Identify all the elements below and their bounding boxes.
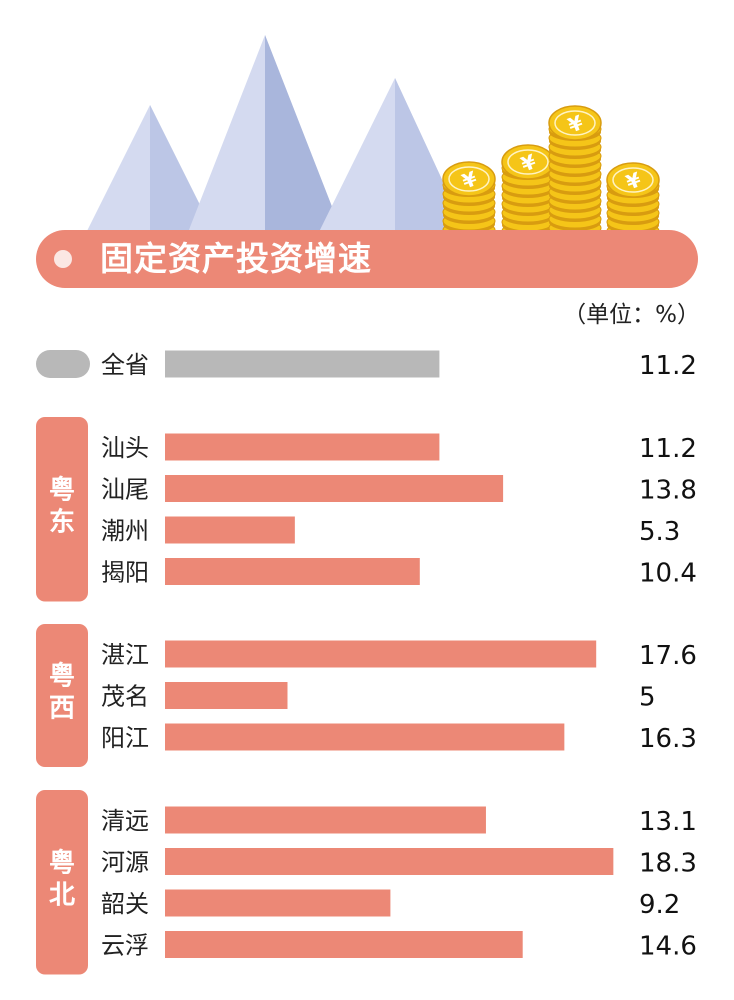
category-label: 阳江 [101,724,149,752]
group-badge [36,417,88,602]
chart-title: 固定资产投资增速 [100,239,372,278]
group-label-char: 粤 [49,847,75,878]
category-label: 清远 [101,807,149,835]
value-label: 14.6 [639,932,697,962]
category-label: 汕头 [101,434,149,462]
group-1: 粤东 [36,417,88,602]
bar [165,723,565,751]
value-label: 9.2 [639,890,680,920]
bar [165,516,295,544]
category-label: 揭阳 [101,559,149,587]
region-row: 阳江 16.3 [101,723,697,754]
bar [165,433,440,461]
region-row: 汕头 11.2 [101,433,697,464]
total-row: 全省 11.2 [101,350,697,381]
region-row: 云浮 14.6 [101,931,697,962]
bar [165,889,391,917]
group-3: 粤北 [36,790,88,975]
bar [165,806,486,834]
region-row: 河源 18.3 [101,848,697,879]
group-label-char: 粤 [49,474,75,505]
bar [165,931,523,958]
value-label: 10.4 [639,559,697,589]
category-label: 河源 [101,849,149,877]
value-label: 11.2 [639,351,697,381]
unit-label: （单位：%） [563,302,700,328]
region-row: 茂名 5 [101,682,656,713]
value-label: 13.1 [639,807,697,837]
group-label-char: 西 [49,694,75,724]
region-row: 韶关 9.2 [101,889,680,920]
region-row: 揭阳 10.4 [101,558,697,589]
category-label: 全省 [101,351,149,379]
mountains-illustration [85,35,470,240]
bar [165,350,440,378]
bar [165,640,597,668]
value-label: 5 [639,683,656,713]
category-label: 湛江 [101,641,149,669]
value-label: 16.3 [639,724,697,754]
value-label: 5.3 [639,517,680,547]
region-row: 湛江 17.6 [101,640,697,671]
category-label: 云浮 [101,932,149,960]
group-badge [36,624,88,767]
group-2: 粤西 [36,624,88,767]
bar [165,848,614,875]
group-badge [36,790,88,975]
bar [165,682,288,709]
bullet-dot-icon [54,250,72,268]
category-label: 潮州 [101,517,149,545]
title-banner: 固定资产投资增速 [36,230,698,288]
value-label: 17.6 [639,641,697,671]
coin-stack-icon: ¥ [548,105,602,258]
value-label: 18.3 [639,849,697,879]
category-label: 汕尾 [101,476,149,504]
region-row: 潮州 5.3 [101,516,680,547]
category-label: 韶关 [101,890,149,918]
bar [165,475,504,502]
group-label-char: 粤 [49,661,75,692]
region-row: 汕尾 13.8 [101,475,697,506]
total-legend-pill [36,350,90,378]
group-label-char: 北 [49,880,75,910]
group-label-char: 东 [49,506,75,537]
value-label: 11.2 [639,434,697,464]
value-label: 13.8 [639,476,697,506]
bar [165,558,420,585]
region-row: 清远 13.1 [101,806,697,837]
category-label: 茂名 [101,683,149,711]
